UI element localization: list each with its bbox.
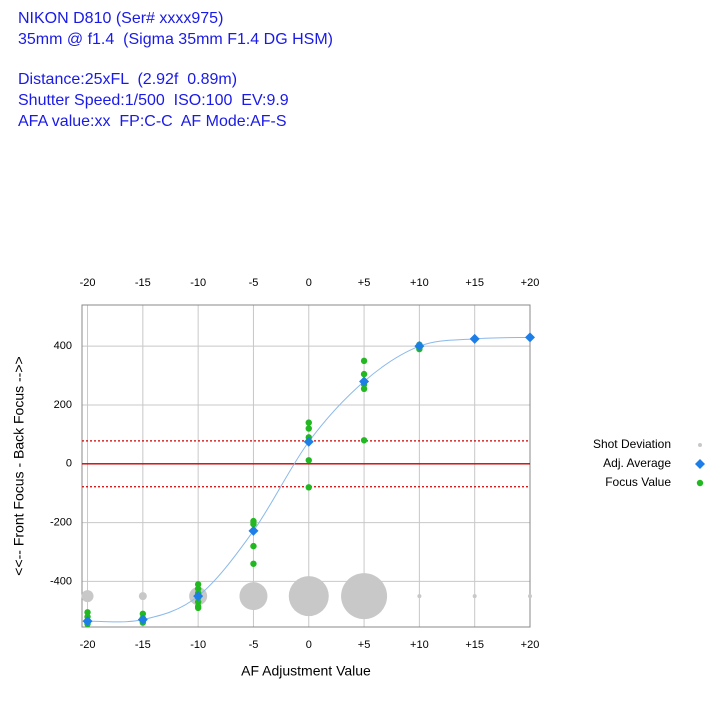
shot-deviation: [81, 590, 94, 603]
focus-value: [360, 437, 368, 444]
focus-value: [194, 581, 202, 588]
y-tick-label: 0: [66, 458, 72, 470]
adj-average: [359, 376, 370, 387]
focus-value: [360, 370, 368, 378]
adj-average: [525, 332, 535, 343]
header-line: Shutter Speed:1/500 ISO:100 EV:9.9: [18, 92, 289, 109]
legend-label: Shot Deviation: [593, 437, 671, 451]
plot-frame: [81, 304, 531, 628]
x-tick-label-top: -5: [249, 277, 259, 289]
y-axis-label: <<-- Front Focus - Back Focus -->>: [11, 356, 27, 575]
focus-value: [250, 520, 257, 528]
x-tick-label: -10: [190, 639, 206, 651]
adj-average: [414, 341, 425, 352]
x-tick-label: +20: [521, 639, 540, 651]
focus-value: [194, 585, 202, 592]
focus-value: [194, 604, 202, 612]
shot-deviation: [288, 576, 329, 617]
shot-deviation: [472, 594, 477, 599]
x-tick-label: -5: [249, 639, 259, 651]
x-tick-label: +5: [358, 639, 371, 651]
header-line: NIKON D810 (Ser# xxxx975): [18, 10, 224, 27]
shot-deviation: [528, 594, 532, 599]
header-line: Distance:25xFL (2.92f 0.89m): [18, 71, 238, 88]
x-axis-label: AF Adjustment Value: [241, 663, 371, 679]
x-tick-label-top: +5: [358, 277, 371, 289]
focus-value: [250, 542, 257, 550]
focus-value: [305, 419, 312, 426]
adj-average: [193, 591, 204, 602]
shot-deviation: [417, 594, 422, 599]
shot-deviation: [239, 582, 268, 611]
shot-deviation: [138, 592, 147, 601]
focus-value: [194, 598, 202, 606]
legend-marker: [695, 459, 705, 469]
focus-value: [250, 560, 257, 567]
focus-value: [360, 385, 368, 393]
focus-value: [305, 484, 312, 491]
adj-average: [303, 436, 314, 447]
x-tick-label-top: +15: [465, 277, 484, 289]
y-tick-label: -400: [50, 575, 72, 587]
adj-average: [469, 333, 480, 344]
x-tick-label: 0: [306, 639, 312, 651]
x-tick-label-top: -10: [190, 277, 206, 289]
focus-value: [305, 425, 312, 432]
x-tick-label: +15: [465, 639, 484, 651]
x-tick-label-top: 0: [306, 277, 312, 289]
shot-deviation: [341, 573, 388, 620]
header: NIKON D810 (Ser# xxxx975) 35mm @ f1.4 (S…: [18, 8, 333, 132]
focus-value: [139, 610, 147, 617]
adj-average: [137, 614, 148, 625]
x-tick-label-top: -15: [135, 277, 151, 289]
x-tick-label: -20: [80, 639, 96, 651]
legend-label: Adj. Average: [603, 456, 671, 470]
x-tick-label-top: -20: [80, 277, 96, 289]
adj-average: [82, 616, 93, 627]
x-tick-label-top: +10: [410, 277, 429, 289]
legend-marker: [698, 443, 702, 447]
x-tick-label: -15: [135, 639, 151, 651]
header-line: 35mm @ f1.4 (Sigma 35mm F1.4 DG HSM): [18, 31, 333, 48]
x-tick-label-top: +20: [521, 277, 540, 289]
header-line: AFA value:xx FP:C-C AF Mode:AF-S: [18, 113, 287, 130]
y-tick-label: 400: [54, 340, 72, 352]
focus-value: [84, 609, 91, 616]
y-tick-label: 200: [54, 399, 72, 411]
x-tick-label: +10: [410, 639, 429, 651]
legend-label: Focus Value: [605, 475, 671, 489]
y-tick-label: -200: [50, 517, 72, 529]
focus-value: [360, 357, 368, 365]
focus-value: [305, 457, 312, 464]
adj-average: [248, 525, 259, 536]
legend-marker: [696, 479, 704, 487]
